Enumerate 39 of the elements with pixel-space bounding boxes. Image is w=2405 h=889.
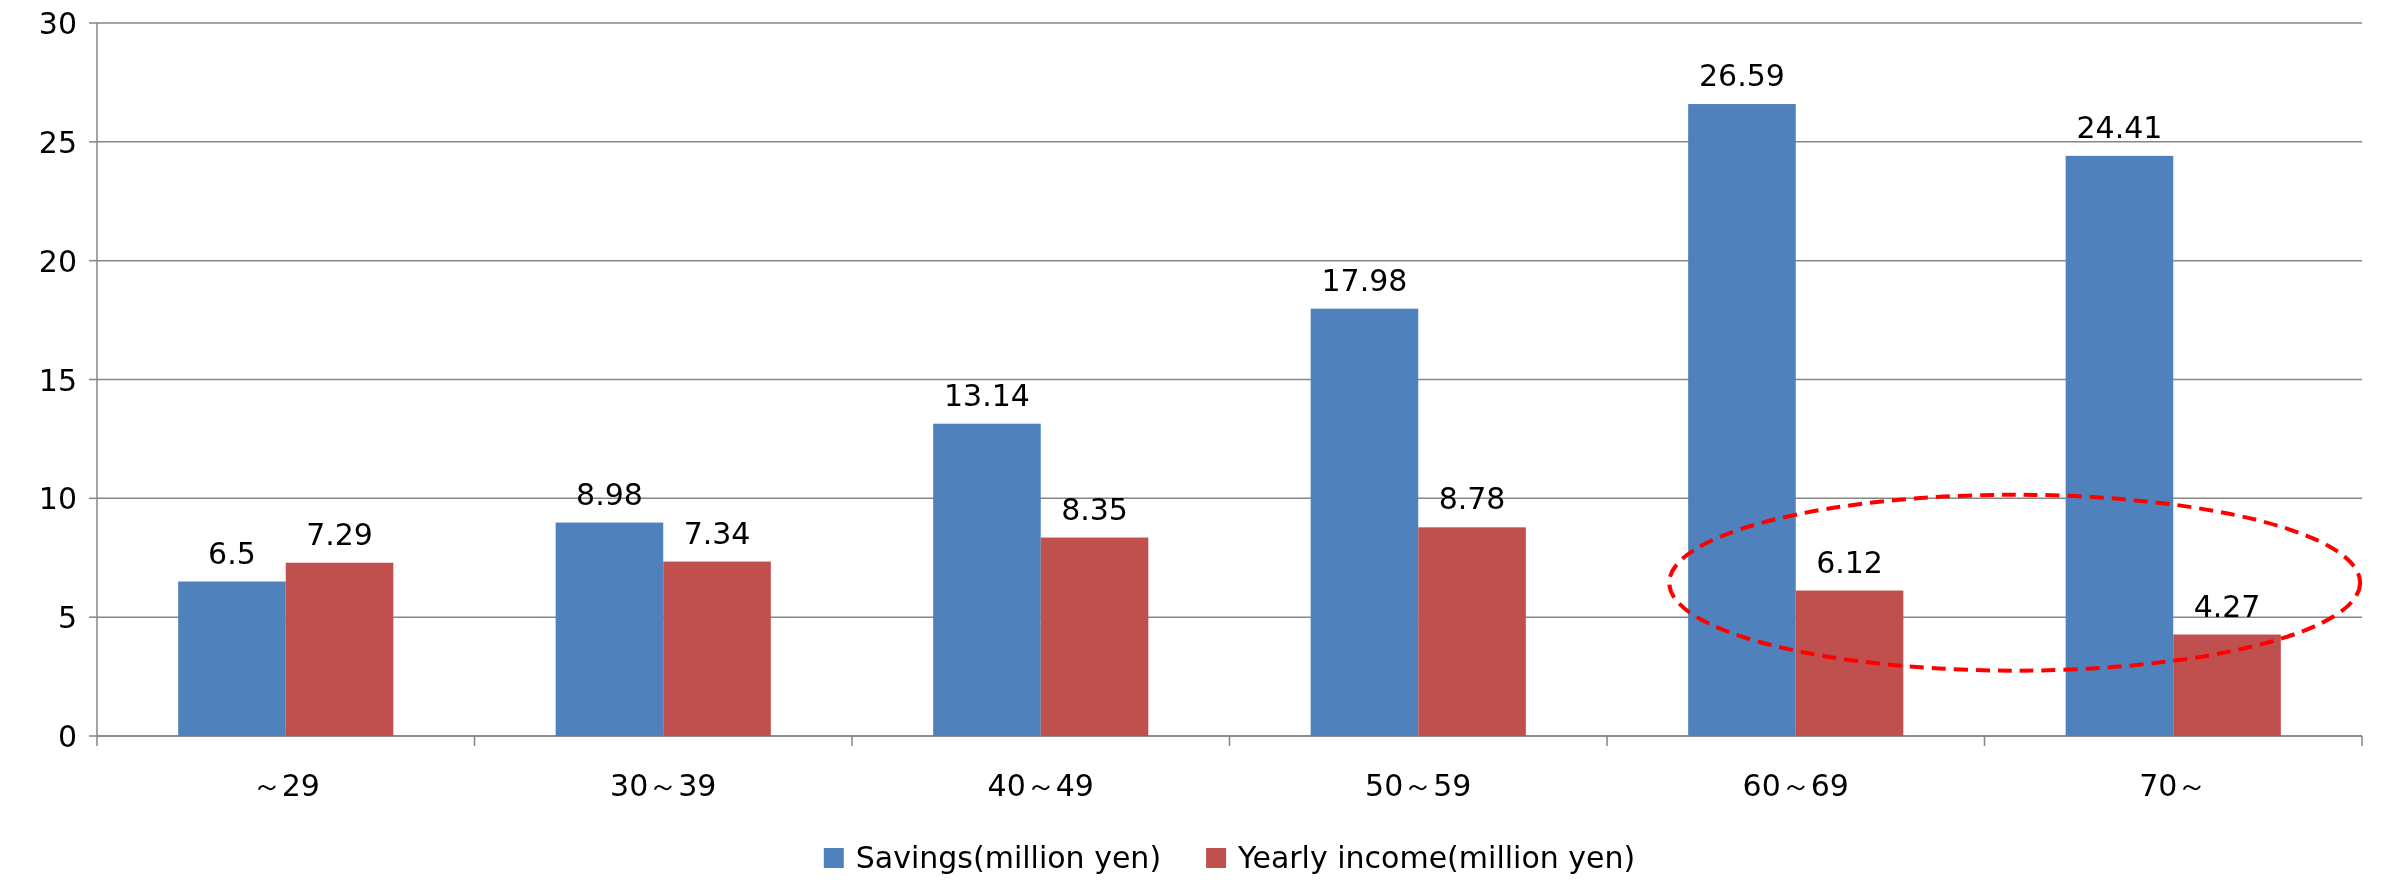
legend-label: Savings(million yen): [855, 840, 1162, 875]
bar: [1310, 308, 1419, 736]
bar: [1418, 527, 1526, 736]
x-tick-label: 70～: [2139, 768, 2208, 803]
bar: [1795, 590, 1904, 736]
y-tick-label: 10: [38, 481, 77, 517]
bar: [2065, 155, 2174, 736]
data-label: 8.98: [576, 476, 643, 512]
x-tick-label: 30～39: [610, 768, 717, 803]
data-label: 13.14: [944, 377, 1030, 413]
data-label: 24.41: [2076, 109, 2163, 145]
x-tick-label: 50～59: [1365, 768, 1472, 803]
bar: [2173, 634, 2281, 736]
bar: [933, 423, 1041, 736]
y-tick-label: 0: [57, 719, 77, 754]
y-tick-label: 25: [38, 124, 77, 160]
data-label: 17.98: [1321, 262, 1408, 298]
bar: [1688, 104, 1796, 736]
data-label: 6.5: [208, 535, 256, 571]
bar: [285, 562, 394, 736]
data-label: 4.27: [2193, 588, 2261, 624]
data-label: 7.34: [683, 515, 751, 551]
y-tick-label: 20: [38, 243, 77, 279]
data-label: 6.12: [1816, 544, 1883, 580]
x-tick-label: 60～69: [1742, 768, 1849, 803]
y-tick-label: 15: [38, 362, 77, 398]
x-tick-label: 40～49: [987, 768, 1094, 803]
y-tick-label: 5: [57, 600, 77, 636]
data-label: 7.29: [306, 516, 373, 552]
bar: [1040, 537, 1149, 736]
data-label: 26.59: [1699, 58, 1785, 94]
data-label: 8.35: [1061, 491, 1128, 527]
bar: [555, 522, 664, 736]
data-label: 8.78: [1438, 481, 1506, 517]
x-tick-label: ～29: [251, 768, 320, 803]
y-tick-label: 30: [38, 6, 77, 41]
legend-label: Yearly income(million yen): [1237, 840, 1636, 875]
bar: [663, 561, 771, 736]
bar: [178, 581, 286, 736]
